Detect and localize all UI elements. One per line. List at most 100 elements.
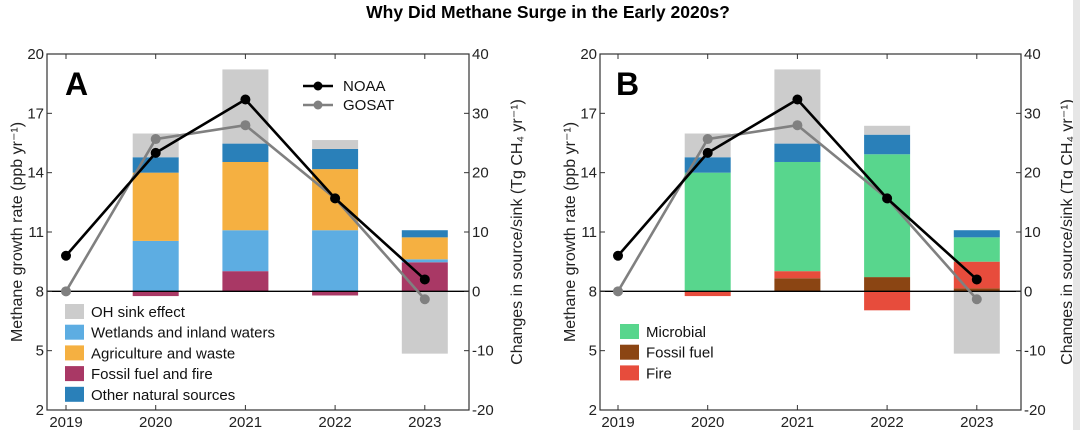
legend-label-other: Other natural sources bbox=[91, 387, 235, 404]
bar-oh-2022 bbox=[864, 125, 911, 135]
point-gosat-2021 bbox=[240, 120, 251, 131]
panel-b: 2 5 8 11 14 17 20 -20 -10 0 10 20 30 40 2019 2020 2021 20… bbox=[562, 46, 1076, 431]
bar-fossil-2022 bbox=[312, 291, 359, 296]
left-tick-label: 17 bbox=[27, 105, 44, 122]
x-tick-label: 2023 bbox=[960, 414, 993, 430]
legend-label-wetlands: Wetlands and inland waters bbox=[91, 325, 275, 342]
left-tick-label: 2 bbox=[36, 402, 44, 419]
x-tick-label: 2023 bbox=[408, 414, 441, 430]
bar-oh-2021 bbox=[222, 69, 269, 144]
chart-title: Why Did Methane Surge in the Early 2020s… bbox=[366, 2, 730, 22]
point-gosat-2023 bbox=[971, 294, 982, 305]
legend-swatch-other bbox=[65, 386, 84, 402]
point-noaa-2023 bbox=[419, 274, 430, 285]
panel-a: 2 5 8 11 14 17 20 -20 -10 0 10 20 30 40 2019 2020 2021 20… bbox=[9, 46, 526, 431]
bar-other-2023 bbox=[953, 230, 1000, 238]
right-tick-label: -20 bbox=[1024, 402, 1046, 419]
legend-swatch-fossil bbox=[620, 344, 639, 360]
legend-marker-noaa bbox=[313, 81, 323, 91]
window-edge-strip bbox=[1073, 0, 1080, 430]
legend-swatch-oh bbox=[65, 304, 84, 319]
bar-other-2023 bbox=[401, 230, 448, 238]
legend-swatch-microbial bbox=[620, 324, 639, 339]
legend-label-fossil: Fossil fuel and fire bbox=[91, 366, 213, 383]
point-noaa-2022 bbox=[330, 193, 341, 204]
legend-label-fire: Fire bbox=[646, 365, 672, 382]
left-tick-label: 11 bbox=[581, 224, 597, 241]
left-tick-label: 5 bbox=[36, 343, 44, 360]
y-axis-left-label: Methane growth rate (ppb yr⁻¹) bbox=[9, 122, 26, 342]
bar-fossil-2022 bbox=[864, 277, 911, 292]
right-tick-label: 20 bbox=[472, 165, 489, 182]
x-tick-label: 2022 bbox=[870, 414, 903, 430]
bar-agriculture-2020 bbox=[132, 172, 179, 241]
left-tick-label: 20 bbox=[27, 46, 44, 63]
bar-oh-2020 bbox=[132, 133, 179, 158]
bar-fossil-2021 bbox=[222, 271, 269, 292]
panel-letter: B bbox=[616, 66, 639, 102]
legend-label-fossil: Fossil fuel bbox=[646, 345, 714, 362]
point-gosat-2019 bbox=[613, 286, 623, 297]
x-tick-label: 2020 bbox=[691, 414, 724, 430]
left-tick-label: 20 bbox=[580, 46, 597, 63]
left-tick-label: 2 bbox=[589, 402, 597, 419]
left-tick-label: 17 bbox=[580, 105, 597, 122]
right-tick-label: 30 bbox=[472, 105, 489, 122]
bar-oh-2022 bbox=[312, 140, 359, 149]
bar-wetlands-2020 bbox=[132, 240, 179, 292]
right-tick-label: -10 bbox=[472, 343, 494, 360]
left-tick-label: 14 bbox=[580, 165, 597, 182]
bar-other-2021 bbox=[222, 143, 269, 162]
y-axis-right-label: Changes in source/sink (Tg CH₄ yr⁻¹) bbox=[509, 99, 526, 365]
bar-other-2021 bbox=[774, 143, 821, 162]
bar-fossil-2020 bbox=[132, 291, 179, 297]
x-tick-label: 2021 bbox=[229, 414, 262, 430]
bar-wetlands-2021 bbox=[222, 230, 269, 272]
y-axis-right-label: Changes in source/sink (Tg CH₄ yr⁻¹) bbox=[1059, 99, 1076, 365]
line-legend: NOAA GOSAT bbox=[303, 78, 394, 114]
legend-label-gosat: GOSAT bbox=[343, 97, 394, 114]
bar-microbial-2020 bbox=[684, 172, 731, 292]
x-tick-label: 2021 bbox=[781, 414, 814, 430]
bar-other-2022 bbox=[864, 134, 911, 155]
right-tick-label: 40 bbox=[472, 46, 489, 63]
point-noaa-2019 bbox=[61, 250, 71, 261]
point-gosat-2020 bbox=[150, 134, 161, 145]
left-tick-label: 14 bbox=[27, 165, 44, 182]
bar-fossil-2023 bbox=[953, 288, 1000, 292]
right-tick-label: -10 bbox=[1024, 343, 1046, 360]
legend-swatch-fire bbox=[620, 365, 639, 381]
right-tick-label: 10 bbox=[472, 224, 489, 241]
point-gosat-2021 bbox=[792, 120, 803, 131]
bar-microbial-2023 bbox=[953, 237, 1000, 262]
left-tick-label: 8 bbox=[589, 283, 597, 300]
bar-fire-2020 bbox=[684, 291, 731, 297]
point-noaa-2022 bbox=[882, 193, 893, 204]
bar-fossil-2021 bbox=[774, 278, 821, 292]
legend-swatch-agriculture bbox=[65, 345, 84, 361]
x-tick-label: 2020 bbox=[139, 414, 172, 430]
bar-agriculture-2023 bbox=[401, 237, 448, 260]
bar-agriculture-2021 bbox=[222, 161, 269, 231]
point-gosat-2023 bbox=[419, 294, 430, 305]
legend-label-microbial: Microbial bbox=[646, 324, 706, 341]
bar-other-2022 bbox=[312, 148, 359, 170]
y-axis-left-label: Methane growth rate (ppb yr⁻¹) bbox=[562, 122, 579, 342]
bar-fire-2022 bbox=[864, 291, 911, 311]
bars-group bbox=[684, 69, 1000, 354]
left-tick-label: 11 bbox=[28, 224, 44, 241]
bar-oh-2020 bbox=[684, 133, 731, 158]
bars-group bbox=[132, 69, 448, 354]
point-noaa-2021 bbox=[240, 94, 251, 105]
bar-legend: OH sink effect Wetlands and inland waters… bbox=[65, 304, 275, 404]
point-noaa-2020 bbox=[150, 147, 161, 158]
point-noaa-2023 bbox=[971, 274, 982, 285]
panel-letter: A bbox=[65, 66, 88, 102]
point-noaa-2020 bbox=[702, 147, 713, 158]
left-tick-label: 8 bbox=[36, 283, 44, 300]
right-tick-label: 0 bbox=[472, 283, 480, 300]
left-tick-label: 5 bbox=[589, 343, 597, 360]
x-tick-label: 2019 bbox=[49, 414, 82, 430]
legend-label-agriculture: Agriculture and waste bbox=[91, 345, 235, 362]
